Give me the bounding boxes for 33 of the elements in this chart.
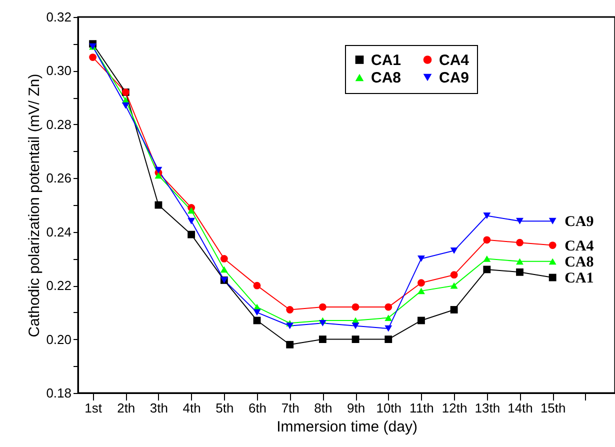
y-tick-label: 0.24 bbox=[46, 224, 72, 240]
x-axis-title: Immersion time (day) bbox=[276, 418, 418, 436]
legend-label: CA8 bbox=[371, 70, 402, 86]
text: CA9 bbox=[564, 214, 594, 230]
x-tick-label: 10th bbox=[376, 400, 402, 416]
x-tick-label: 15th bbox=[540, 400, 566, 416]
x-tick-label: 2th bbox=[117, 400, 136, 416]
legend-label: CA1 bbox=[371, 52, 402, 69]
legend-label: CA4 bbox=[439, 52, 470, 69]
x-tick-label: 14th bbox=[508, 400, 533, 416]
x-tick-label: 12th bbox=[442, 400, 468, 416]
x-tick-label: 7th bbox=[281, 400, 300, 416]
text: CA4 bbox=[564, 238, 594, 254]
x-tick-label: 8th bbox=[314, 400, 332, 416]
y-tick-label: 0.22 bbox=[46, 278, 72, 294]
x-tick-label: 3th bbox=[150, 400, 168, 416]
x-tick-label: 11th bbox=[410, 400, 434, 416]
y-tick-label: 0.26 bbox=[46, 170, 72, 186]
x-tick-label: 4th bbox=[182, 400, 201, 416]
x-tick-label: 9th bbox=[346, 400, 366, 416]
y-tick-label: 0.20 bbox=[46, 332, 72, 347]
text: CA8 bbox=[564, 254, 594, 270]
x-tick-label: 13th bbox=[474, 400, 500, 416]
y-axis-title: Cathodic polarization potentail (mV/ Zn) bbox=[26, 74, 44, 338]
y-tick-label: 0.32 bbox=[46, 10, 72, 24]
x-tick-label: 6th bbox=[248, 400, 267, 416]
x-tick-label: 1st bbox=[84, 400, 102, 416]
y-tick-label: 0.18 bbox=[46, 386, 72, 400]
y-tick-label: 0.30 bbox=[46, 63, 72, 78]
text: CA1 bbox=[564, 270, 594, 287]
legend-label: CA9 bbox=[439, 70, 470, 86]
y-tick-label: 0.28 bbox=[46, 116, 72, 132]
x-tick-label: 5th bbox=[216, 400, 234, 416]
